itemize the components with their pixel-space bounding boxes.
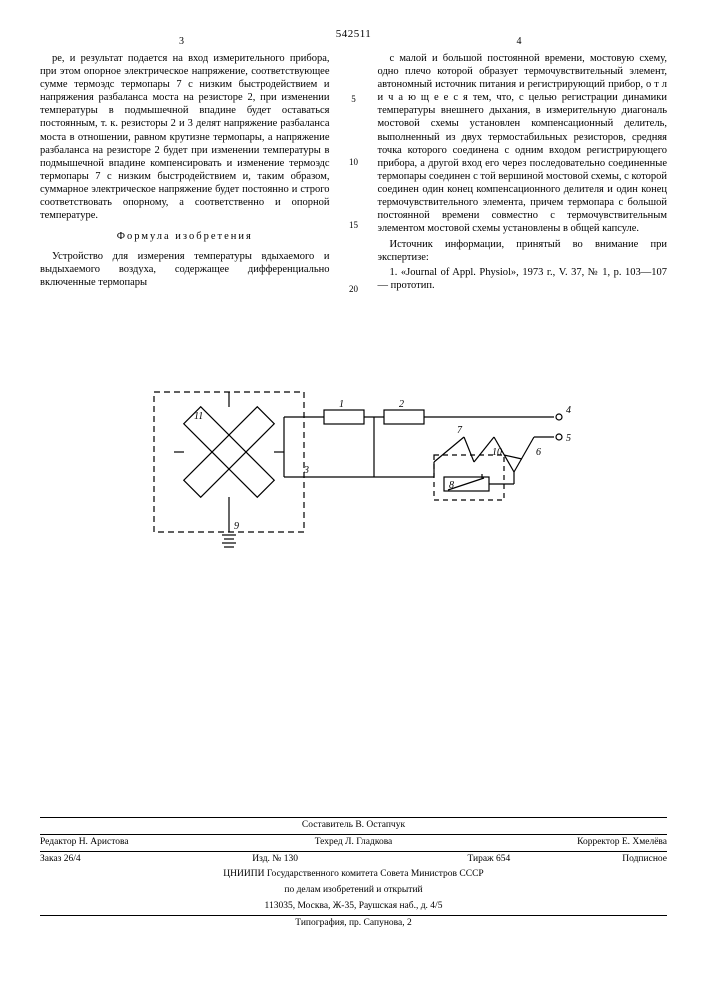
corrector: Корректор Е. Хмелёва (458, 837, 667, 849)
editors-row: Редактор Н. Аристова Техред Л. Гладкова … (40, 834, 667, 851)
right-column: 4 с малой и большой постоянной времени, … (378, 52, 668, 347)
left-para-2: Устройство для измерения температуры вды… (40, 250, 330, 289)
document-number: 542511 (40, 28, 667, 42)
tech-editor: Техред Л. Гладкова (249, 837, 458, 849)
org-line-1: ЦНИИПИ Государственного комитета Совета … (40, 867, 667, 883)
tirazh: Тираж 654 (354, 854, 511, 866)
line-numbers: 5 10 15 20 (348, 52, 360, 347)
label-5: 5 (566, 433, 571, 444)
label-1: 1 (339, 399, 344, 410)
right-para-2: Источник информации, принятый во внимани… (378, 238, 668, 264)
label-2: 2 (399, 399, 404, 410)
label-4: 4 (566, 405, 571, 416)
right-para-1: с малой и большой постоянной времени, мо… (378, 52, 668, 236)
formula-title: Формула изобретения (40, 230, 330, 243)
circuit-diagram: 11 1 2 3 4 5 6 7 8 9 10 (40, 377, 667, 557)
page-number-right: 4 (516, 36, 521, 49)
editor: Редактор Н. Аристова (40, 837, 249, 849)
left-column: 3 ре, и результат подается на вход измер… (40, 52, 330, 347)
line-20: 20 (348, 284, 360, 295)
label-11: 11 (194, 411, 203, 422)
label-10: 10 (492, 447, 502, 458)
line-5: 5 (348, 94, 360, 105)
org-addr: 113035, Москва, Ж-35, Раушская наб., д. … (40, 899, 667, 915)
footer-block: Составитель В. Остапчук Редактор Н. Арис… (40, 817, 667, 932)
text-columns: 3 ре, и результат подается на вход измер… (40, 52, 667, 347)
org-line-2: по делам изобретений и открытий (40, 883, 667, 899)
line-10: 10 (348, 157, 360, 168)
label-6: 6 (536, 447, 541, 458)
label-8: 8 (449, 480, 454, 491)
page-number-left: 3 (179, 36, 184, 49)
right-para-3: 1. «Journal of Appl. Physiol», 1973 г., … (378, 266, 668, 292)
label-3: 3 (303, 465, 309, 476)
label-9: 9 (234, 521, 239, 532)
izd-no: Изд. № 130 (197, 854, 354, 866)
label-7: 7 (457, 425, 463, 436)
order-row: Заказ 26/4 Изд. № 130 Тираж 654 Подписно… (40, 851, 667, 868)
line-15: 15 (348, 220, 360, 231)
left-para-1: ре, и результат подается на вход измерит… (40, 52, 330, 223)
composer: Составитель В. Остапчук (40, 817, 667, 834)
sub: Подписное (510, 854, 667, 866)
typography: Типография, пр. Сапунова, 2 (40, 915, 667, 932)
order-no: Заказ 26/4 (40, 854, 197, 866)
